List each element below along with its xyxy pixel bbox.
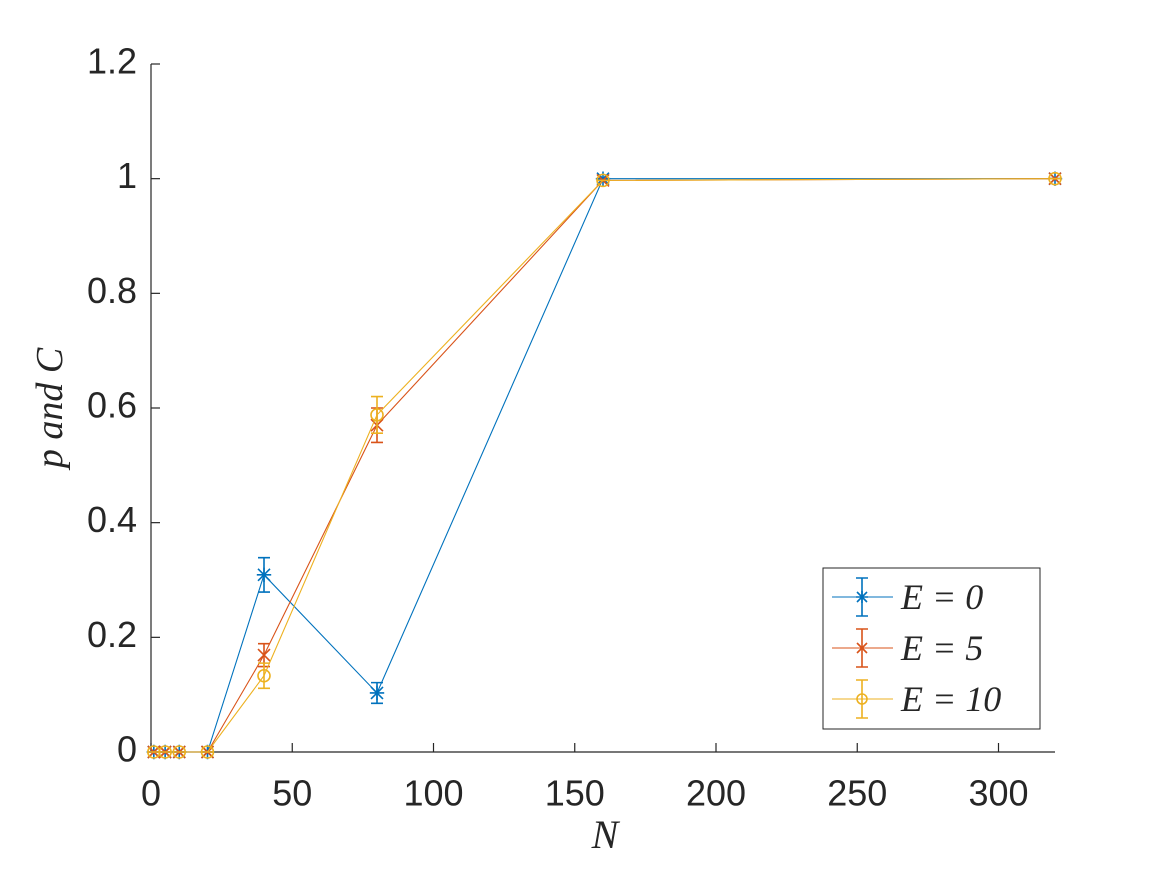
marker xyxy=(856,693,868,705)
marker-circle xyxy=(257,668,271,683)
error-bar xyxy=(371,395,383,435)
marker xyxy=(1048,171,1062,186)
marker-circle xyxy=(172,745,187,759)
marker xyxy=(256,567,272,583)
marker xyxy=(596,173,610,188)
marker-cross xyxy=(257,648,271,662)
marker xyxy=(370,408,384,422)
y-tick-label: 0.6 xyxy=(87,385,137,426)
marker-circle xyxy=(856,693,868,705)
marker-plus xyxy=(256,567,272,583)
marker xyxy=(369,685,385,701)
x-tick-label: 100 xyxy=(403,773,463,814)
marker xyxy=(200,745,215,759)
x-axis-label: N xyxy=(591,812,621,857)
x-tick-label: 150 xyxy=(545,773,605,814)
marker xyxy=(856,642,868,654)
marker-cross xyxy=(856,642,868,654)
marker-plus xyxy=(369,685,385,701)
marker-circle xyxy=(370,408,384,422)
marker xyxy=(257,668,271,683)
marker xyxy=(257,648,271,662)
marker xyxy=(158,745,172,759)
x-tick-label: 250 xyxy=(827,773,887,814)
y-tick-label: 1 xyxy=(117,155,137,196)
legend-label: E = 10 xyxy=(900,679,1001,719)
marker-plus xyxy=(856,591,868,603)
marker-circle xyxy=(596,173,610,188)
marker xyxy=(856,591,868,603)
legend: E = 0 E = 5 E = 10 xyxy=(822,567,1041,730)
legend-label: E = 5 xyxy=(900,628,983,668)
x-tick-label: 200 xyxy=(686,773,746,814)
y-axis-label: p and C xyxy=(29,347,71,471)
x-tick-label: 300 xyxy=(968,773,1028,814)
y-tick-label: 0.8 xyxy=(87,270,137,311)
marker xyxy=(172,745,187,759)
x-tick-label: 50 xyxy=(272,773,312,814)
error-bar xyxy=(258,662,270,690)
legend-error-icon xyxy=(856,679,868,719)
y-tick-label: 1.2 xyxy=(87,41,137,82)
y-tick-label: 0 xyxy=(117,729,137,770)
y-tick-label: 0.4 xyxy=(87,499,137,540)
legend-label: E = 0 xyxy=(900,577,983,617)
marker-circle xyxy=(1048,171,1062,186)
x-tick-label: 0 xyxy=(141,773,161,814)
marker-circle xyxy=(158,745,172,759)
y-tick-label: 0.2 xyxy=(87,614,137,655)
marker-circle xyxy=(200,745,215,759)
